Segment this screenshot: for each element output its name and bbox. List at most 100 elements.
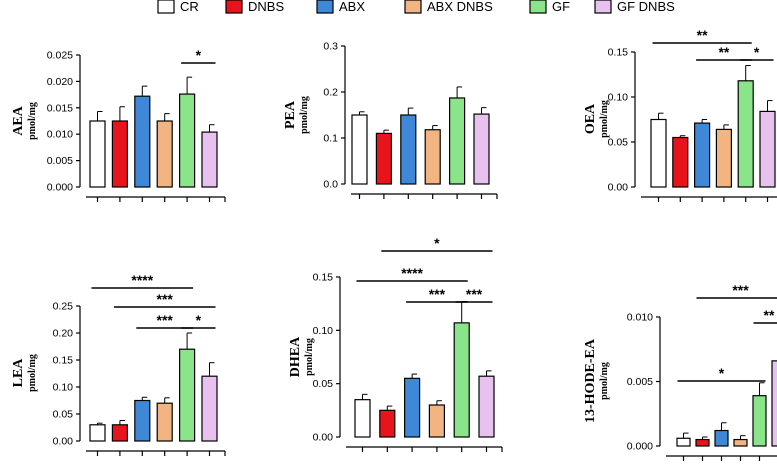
y-tick-label: 0.000: [47, 182, 73, 194]
bar-abx-dnbs: [156, 120, 173, 188]
bar-cr: [351, 114, 368, 185]
legend-swatch-abx-dnbs: [404, 0, 422, 14]
y-axis-label-group: OEA pmol/mg: [583, 100, 610, 138]
bar-abx: [134, 399, 151, 442]
y-tick-label: 0.10: [608, 92, 629, 104]
bar-abx-dnbs: [424, 129, 441, 185]
bar-abx-dnbs: [156, 402, 173, 442]
bar-dnbs: [375, 132, 392, 185]
bar-gf-dnbs: [478, 375, 495, 438]
bar-abx-dnbs: [715, 128, 733, 188]
bar-gf: [737, 80, 754, 188]
bar-abx: [693, 122, 711, 188]
significance-label: *: [196, 312, 202, 328]
y-axis-unit: pmol/mg: [27, 102, 38, 140]
y-axis-label-group: 13-HODE-EA pmol/mg: [583, 338, 610, 423]
bar-abx: [134, 95, 151, 188]
significance-label: ***: [732, 282, 749, 298]
y-tick-label: 0.15: [53, 355, 74, 367]
y-tick-label: 0.025: [47, 50, 73, 62]
y-axis-unit: pmol/mg: [304, 338, 315, 376]
significance-label: **: [697, 27, 708, 43]
y-tick-label: 0.25: [53, 301, 74, 313]
y-axis-unit: pmol/mg: [599, 100, 610, 138]
significance-label: ***: [429, 286, 446, 302]
y-axis-unit: pmol/mg: [599, 362, 610, 400]
y-tick-label: 0.020: [47, 76, 73, 88]
legend-label: CR: [180, 0, 199, 14]
significance-label: ***: [157, 312, 174, 328]
bar-gf-dnbs: [771, 360, 777, 447]
legend-label: ABX DNBS: [427, 0, 493, 14]
y-axis-label-group: LEA pmol/mg: [11, 354, 38, 392]
y-axis-label-group: PEA pmol/mg: [283, 96, 310, 134]
y-tick-label: 0.05: [608, 137, 629, 149]
panel-oea: 0.000.050.100.15**** *OEA pmol/mg: [583, 27, 777, 202]
y-tick-label: 0.005: [627, 376, 653, 388]
y-tick-label: 0.05: [313, 378, 334, 390]
y-tick-label: 0.1: [323, 133, 338, 145]
legend: CR DNBS ABX ABX DNBS GF GF DNBS: [157, 0, 675, 14]
y-tick-label: 0.3: [323, 41, 338, 53]
bar-gf-dnbs: [473, 113, 490, 185]
y-tick-label: 0.010: [627, 312, 653, 324]
panel-lea: 0.000.050.100.150.200.25********** *LEA pm…: [11, 272, 226, 456]
bar-abx: [714, 429, 729, 447]
panel-pea: 0.0 0.1 0.2 0.3 PEA pmol/mg: [283, 41, 498, 199]
bar-abx: [400, 114, 417, 185]
bar-cr: [676, 437, 691, 447]
bar-dnbs: [672, 136, 689, 188]
y-tick-label: 0.2: [323, 87, 338, 99]
y-tick-label: 0.015: [47, 102, 73, 114]
y-tick-label: 0.00: [608, 182, 629, 194]
significance-label: ****: [401, 265, 423, 281]
y-axis-label: OEA: [583, 103, 598, 134]
significance-label: *: [719, 365, 725, 381]
y-tick-label: 0.20: [53, 328, 74, 340]
y-tick-label: 0.10: [53, 382, 74, 394]
legend-label: ABX: [339, 0, 365, 14]
y-tick-label: 0.00: [53, 436, 74, 448]
legend-swatch-dnbs: [225, 0, 243, 14]
significance-label: *: [754, 44, 760, 60]
y-tick-label: 0.00: [313, 432, 334, 444]
y-axis-label: AEA: [11, 105, 26, 135]
y-axis-label: 13-HODE-EA: [583, 338, 598, 423]
bar-cr: [650, 118, 667, 188]
bar-abx-dnbs: [733, 438, 748, 447]
bar-dnbs: [695, 438, 710, 447]
legend-swatch-gf-dnbs: [594, 0, 612, 14]
y-tick-label: 0.000: [627, 441, 653, 453]
y-tick-label: 0.0: [323, 179, 338, 191]
y-axis-unit: pmol/mg: [27, 354, 38, 392]
legend-swatch-gf: [529, 0, 547, 14]
legend-swatch-abx: [316, 0, 334, 14]
bar-gf-dnbs: [201, 375, 218, 442]
bar-gf-dnbs: [201, 131, 218, 188]
panel-aea: 0.000 0.005 0.010 0.015 0.020 0.025 * AEA pmol/m…: [11, 47, 226, 202]
y-axis-unit: pmol/mg: [299, 96, 310, 134]
bar-dnbs: [111, 424, 129, 442]
significance-label: ****: [131, 272, 153, 288]
y-axis-label-group: DHEA pmol/mg: [288, 336, 315, 377]
y-tick-label: 0.05: [53, 409, 74, 421]
significance-label: *: [434, 235, 440, 251]
y-axis-label: DHEA: [288, 336, 303, 377]
legend-label: GF DNBS: [617, 0, 675, 14]
y-tick-label: 0.15: [313, 272, 334, 284]
bar-dnbs: [379, 409, 396, 438]
significance-label: ***: [157, 291, 174, 307]
y-tick-label: 0.10: [313, 325, 334, 337]
bar-dnbs: [111, 120, 129, 188]
bar-cr: [89, 424, 106, 442]
y-axis-label-group: AEA pmol/mg: [11, 102, 38, 140]
significance-label: **: [764, 307, 775, 323]
bar-gf: [179, 93, 196, 188]
bar-cr: [354, 399, 371, 438]
significance-label: ***: [466, 286, 483, 302]
legend-swatch-cr: [157, 0, 175, 14]
bar-gf-dnbs: [759, 110, 776, 188]
bar-abx-dnbs: [428, 404, 445, 438]
